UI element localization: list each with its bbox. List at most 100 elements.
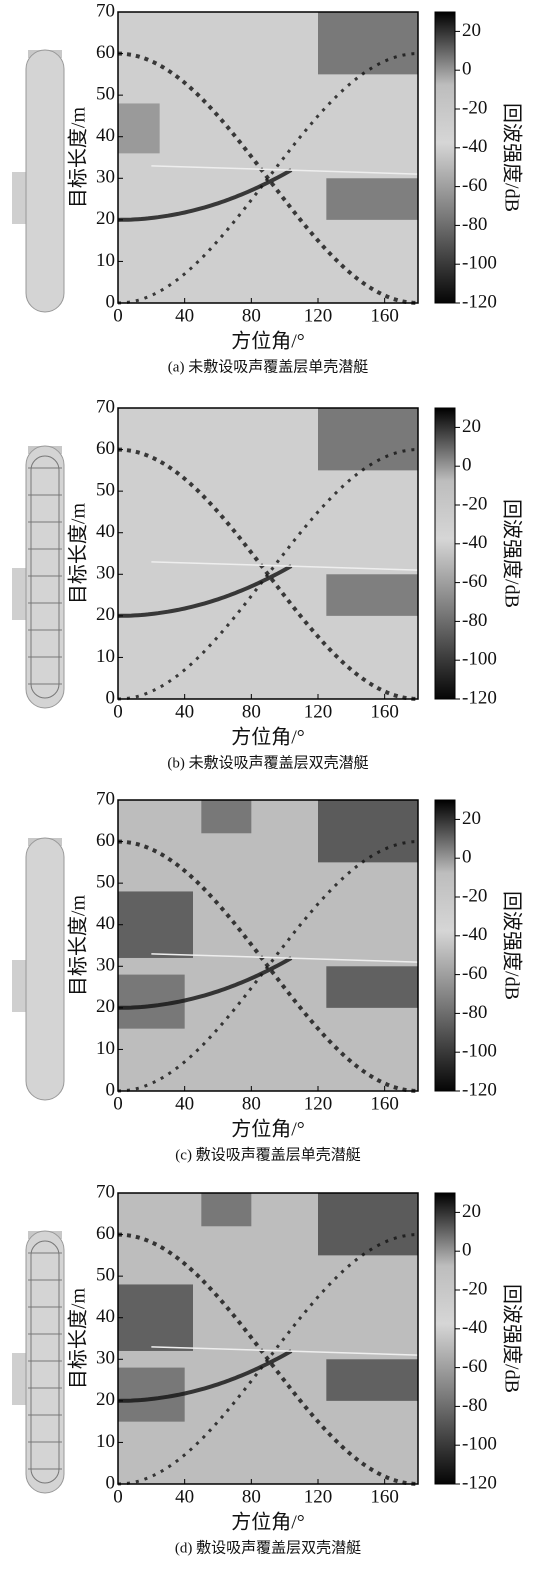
colorbar-tick-label: 0: [462, 847, 472, 868]
echo-curve: [117, 1349, 293, 1403]
caption: (b) 未敷设吸声覆盖层双壳潜艇: [167, 753, 368, 771]
colorbar-tick-label: -20: [462, 97, 487, 118]
dark-region: [118, 1284, 193, 1351]
caption: (c) 敷设吸声覆盖层单壳潜艇: [175, 1145, 360, 1163]
sail: [12, 568, 28, 620]
dark-region: [201, 800, 252, 834]
y-tick-label: 60: [96, 42, 115, 63]
y-axis-label: 目标长度/m: [67, 107, 90, 209]
colorbar-tick-label: -20: [462, 493, 487, 514]
echo-line: [151, 953, 419, 963]
y-tick-label: 30: [96, 167, 115, 188]
dark-region: [326, 966, 418, 1008]
dark-region: [318, 800, 418, 863]
colorbar-tick-label: -20: [462, 885, 487, 906]
echo-line: [151, 165, 419, 175]
y-tick-label: 50: [96, 1265, 115, 1286]
plot-frame: [117, 799, 419, 1092]
y-tick-label: 20: [96, 996, 115, 1017]
echo-line: [151, 1346, 419, 1356]
colorbar-tick-label: 0: [462, 1240, 472, 1261]
y-tick-label: 0: [106, 291, 116, 312]
dark-region: [318, 1193, 418, 1256]
colorbar: [434, 407, 456, 700]
y-axis-label: 目标长度/m: [67, 503, 90, 605]
x-tick-label: 80: [242, 701, 261, 722]
colorbar-label: 回波强度/dB: [500, 103, 523, 212]
colorbar-label: 回波强度/dB: [500, 499, 523, 608]
colorbar-tick-label: -80: [462, 214, 487, 235]
y-tick-label: 70: [96, 396, 115, 417]
colorbar-tick-label: 20: [462, 808, 481, 829]
y-tick-label: 70: [96, 788, 115, 809]
plot-frame: [117, 11, 419, 304]
caption: (a) 未敷设吸声覆盖层单壳潜艇: [168, 357, 368, 375]
x-tick-label: 40: [175, 1093, 194, 1114]
echo-curve: [117, 51, 419, 305]
x-tick-label: 80: [242, 305, 261, 326]
caption: (d) 敷设吸声覆盖层双壳潜艇: [175, 1538, 361, 1556]
y-tick-label: 20: [96, 1389, 115, 1410]
x-axis-label: 方位角/°: [231, 330, 305, 353]
x-tick-label: 0: [113, 1486, 123, 1507]
sail: [12, 172, 28, 224]
colorbar-tick-label: -100: [462, 253, 497, 274]
x-tick-label: 120: [304, 1093, 333, 1114]
x-tick-label: 0: [113, 305, 123, 326]
colorbar-tick-label: 0: [462, 455, 472, 476]
x-tick-label: 120: [304, 1486, 333, 1507]
colorbar-tick-label: -60: [462, 963, 487, 984]
x-axis-label: 方位角/°: [231, 1511, 305, 1534]
x-tick-label: 80: [242, 1486, 261, 1507]
y-tick-label: 40: [96, 521, 115, 542]
dark-region: [318, 12, 418, 75]
colorbar-label: 回波强度/dB: [500, 891, 523, 1000]
colorbar-tick-label: -40: [462, 1317, 487, 1338]
colorbar-tick-label: -40: [462, 924, 487, 945]
dark-region: [118, 891, 193, 958]
colorbar-tick-label: -60: [462, 571, 487, 592]
x-tick-label: 0: [113, 701, 123, 722]
echo-curve: [117, 564, 293, 618]
x-axis-label: 方位角/°: [231, 726, 305, 749]
dark-region: [326, 178, 418, 220]
colorbar: [434, 11, 456, 304]
y-tick-label: 70: [96, 0, 115, 21]
y-axis-label: 目标长度/m: [67, 1288, 90, 1390]
y-tick-label: 40: [96, 1306, 115, 1327]
colorbar-tick-label: -80: [462, 1395, 487, 1416]
colorbar-tick-label: -80: [462, 1002, 487, 1023]
colorbar-label: 回波强度/dB: [500, 1284, 523, 1393]
plot-frame: [117, 1192, 419, 1485]
echo-line: [151, 561, 419, 571]
colorbar-tick-label: -40: [462, 136, 487, 157]
y-tick-label: 60: [96, 830, 115, 851]
x-axis-label: 方位角/°: [231, 1118, 305, 1141]
x-tick-label: 160: [370, 305, 399, 326]
colorbar-tick-label: -80: [462, 610, 487, 631]
x-tick-label: 80: [242, 1093, 261, 1114]
colorbar-tick-label: -120: [462, 1472, 497, 1493]
x-tick-label: 160: [370, 1486, 399, 1507]
echo-curve: [117, 839, 419, 1093]
colorbar-tick-label: -120: [462, 1079, 497, 1100]
sail: [12, 1353, 28, 1405]
x-tick-label: 120: [304, 305, 333, 326]
colorbar: [434, 799, 456, 1092]
x-tick-label: 0: [113, 1093, 123, 1114]
echo-curve: [117, 1232, 419, 1486]
y-tick-label: 10: [96, 1431, 115, 1452]
colorbar-tick-label: -100: [462, 1041, 497, 1062]
echo-curve: [117, 168, 293, 222]
inner-hull: [30, 455, 60, 699]
x-tick-label: 40: [175, 305, 194, 326]
y-tick-label: 50: [96, 84, 115, 105]
y-tick-label: 60: [96, 1223, 115, 1244]
y-tick-label: 70: [96, 1181, 115, 1202]
y-tick-label: 50: [96, 872, 115, 893]
dark-region: [118, 103, 160, 154]
y-tick-label: 0: [106, 1079, 116, 1100]
dark-region: [326, 1359, 418, 1401]
colorbar-tick-label: 20: [462, 1201, 481, 1222]
